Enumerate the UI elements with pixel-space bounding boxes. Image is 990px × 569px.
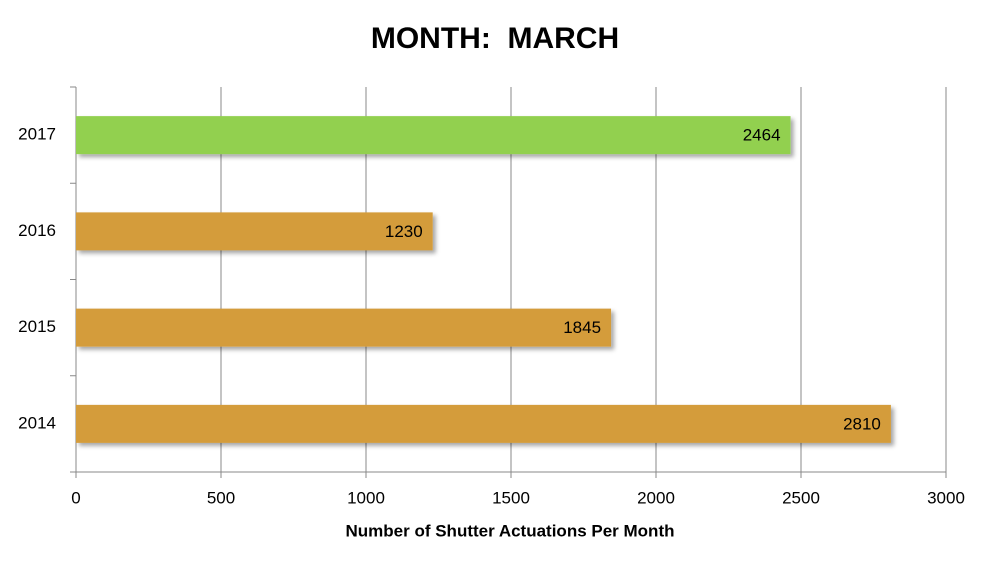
x-tick-label: 2500 <box>782 488 820 507</box>
value-label: 1230 <box>385 222 423 241</box>
y-tick-label: 2014 <box>18 413 56 432</box>
bar <box>76 212 433 251</box>
x-tick-label: 0 <box>71 488 80 507</box>
x-tick-label: 1500 <box>492 488 530 507</box>
x-tick-label: 500 <box>207 488 235 507</box>
x-tick-label: 2000 <box>637 488 675 507</box>
value-label: 2464 <box>743 126 781 145</box>
value-label: 2810 <box>843 414 881 433</box>
x-axis-label: Number of Shutter Actuations Per Month <box>346 521 675 540</box>
bar <box>76 116 791 155</box>
bar <box>76 308 612 347</box>
y-tick-label: 2016 <box>18 221 56 240</box>
value-label: 1845 <box>563 318 601 337</box>
bar <box>76 404 891 443</box>
x-tick-label: 1000 <box>347 488 385 507</box>
chart-title: MONTH: MARCH <box>371 22 619 55</box>
y-tick-label: 2017 <box>18 125 56 144</box>
x-tick-label: 3000 <box>927 488 965 507</box>
y-tick-label: 2015 <box>18 317 56 336</box>
